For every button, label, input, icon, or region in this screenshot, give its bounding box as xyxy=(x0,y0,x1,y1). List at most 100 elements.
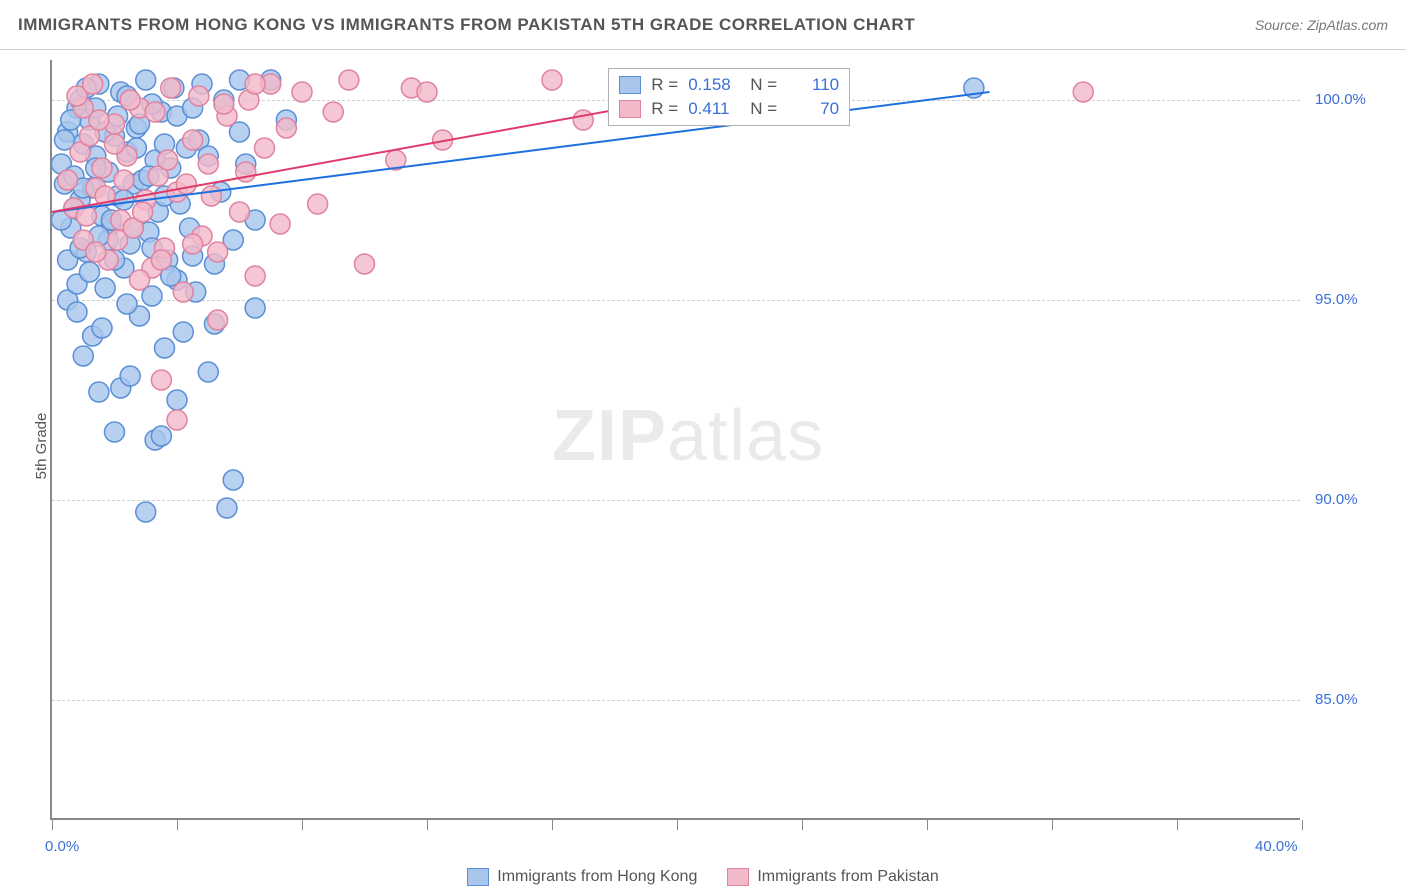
x-tick-mark xyxy=(427,820,428,830)
legend-N-value: 110 xyxy=(787,75,839,95)
scatter-point-hk xyxy=(117,294,137,314)
scatter-point-pk xyxy=(183,130,203,150)
y-tick-label: 100.0% xyxy=(1315,91,1366,108)
scatter-point-pk xyxy=(158,150,178,170)
x-tick-mark xyxy=(177,820,178,830)
legend-swatch-hk xyxy=(619,76,641,94)
x-tick-mark xyxy=(552,820,553,830)
y-axis-label: 5th Grade xyxy=(33,413,50,480)
x-tick-mark xyxy=(302,820,303,830)
scatter-point-hk xyxy=(217,498,237,518)
y-tick-label: 90.0% xyxy=(1315,491,1358,508)
scatter-point-pk xyxy=(339,70,359,90)
scatter-point-hk xyxy=(136,502,156,522)
legend-N-label: N = xyxy=(750,99,777,119)
scatter-point-pk xyxy=(245,74,265,94)
title-bar: IMMIGRANTS FROM HONG KONG VS IMMIGRANTS … xyxy=(0,0,1406,50)
scatter-point-pk xyxy=(173,282,193,302)
scatter-point-hk xyxy=(198,362,218,382)
bottom-legend: Immigrants from Hong Kong Immigrants fro… xyxy=(0,868,1406,886)
legend-row-hk: R = 0.158 N = 110 xyxy=(619,73,839,97)
legend-N-label: N = xyxy=(750,75,777,95)
scatter-point-pk xyxy=(270,214,290,234)
x-tick-mark xyxy=(52,820,53,830)
scatter-point-pk xyxy=(308,194,328,214)
legend-R-label: R = xyxy=(651,99,678,119)
scatter-point-hk xyxy=(80,262,100,282)
scatter-point-pk xyxy=(86,242,106,262)
swatch-pk xyxy=(727,868,749,886)
scatter-point-pk xyxy=(151,250,171,270)
scatter-point-pk xyxy=(208,242,228,262)
scatter-point-pk xyxy=(1073,82,1093,102)
scatter-point-hk xyxy=(136,70,156,90)
scatter-point-pk xyxy=(83,74,103,94)
scatter-point-hk xyxy=(151,426,171,446)
scatter-point-pk xyxy=(108,230,128,250)
legend-label-pk: Immigrants from Pakistan xyxy=(757,868,938,886)
x-tick-mark xyxy=(1052,820,1053,830)
scatter-point-pk xyxy=(417,82,437,102)
scatter-point-pk xyxy=(573,110,593,130)
scatter-point-pk xyxy=(151,370,171,390)
legend-swatch-pk xyxy=(619,100,641,118)
scatter-point-hk xyxy=(120,366,140,386)
scatter-svg xyxy=(52,60,1300,818)
scatter-point-hk xyxy=(67,302,87,322)
scatter-point-pk xyxy=(130,270,150,290)
y-tick-label: 85.0% xyxy=(1315,691,1358,708)
legend-item-hk: Immigrants from Hong Kong xyxy=(467,868,697,886)
scatter-point-pk xyxy=(105,134,125,154)
scatter-point-pk xyxy=(323,102,343,122)
legend-R-label: R = xyxy=(651,75,678,95)
scatter-point-pk xyxy=(58,170,78,190)
scatter-point-pk xyxy=(245,266,265,286)
scatter-point-pk xyxy=(355,254,375,274)
scatter-point-pk xyxy=(255,138,275,158)
scatter-point-hk xyxy=(95,278,115,298)
scatter-point-pk xyxy=(114,170,134,190)
scatter-point-pk xyxy=(542,70,562,90)
legend-row-pk: R = 0.411 N = 70 xyxy=(619,97,839,121)
scatter-point-hk xyxy=(223,470,243,490)
scatter-point-pk xyxy=(276,118,296,138)
swatch-hk xyxy=(467,868,489,886)
x-tick-mark xyxy=(927,820,928,830)
scatter-point-pk xyxy=(292,82,312,102)
scatter-point-hk xyxy=(89,382,109,402)
scatter-point-pk xyxy=(133,202,153,222)
scatter-point-hk xyxy=(245,298,265,318)
x-tick-label: 0.0% xyxy=(45,838,79,855)
scatter-point-pk xyxy=(92,158,112,178)
source-label: Source: ZipAtlas.com xyxy=(1255,17,1388,33)
scatter-point-pk xyxy=(230,202,250,222)
x-tick-label: 40.0% xyxy=(1255,838,1298,855)
legend-R-value: 0.158 xyxy=(688,75,740,95)
legend-item-pk: Immigrants from Pakistan xyxy=(727,868,938,886)
legend-label-hk: Immigrants from Hong Kong xyxy=(497,868,697,886)
chart-title: IMMIGRANTS FROM HONG KONG VS IMMIGRANTS … xyxy=(18,15,915,35)
scatter-point-pk xyxy=(214,94,234,114)
x-tick-mark xyxy=(1302,820,1303,830)
scatter-point-hk xyxy=(167,390,187,410)
scatter-point-pk xyxy=(145,102,165,122)
legend-R-value: 0.411 xyxy=(688,99,740,119)
y-tick-label: 95.0% xyxy=(1315,291,1358,308)
scatter-point-pk xyxy=(161,78,181,98)
scatter-point-pk xyxy=(120,90,140,110)
scatter-point-hk xyxy=(92,318,112,338)
scatter-point-pk xyxy=(189,86,209,106)
scatter-point-hk xyxy=(73,346,93,366)
scatter-point-hk xyxy=(155,338,175,358)
scatter-point-pk xyxy=(183,234,203,254)
x-tick-mark xyxy=(677,820,678,830)
x-tick-mark xyxy=(1177,820,1178,830)
x-tick-mark xyxy=(802,820,803,830)
scatter-point-pk xyxy=(201,186,221,206)
correlation-legend: R = 0.158 N = 110 R = 0.411 N = 70 xyxy=(608,68,850,126)
scatter-point-pk xyxy=(176,174,196,194)
legend-N-value: 70 xyxy=(787,99,839,119)
scatter-point-pk xyxy=(198,154,218,174)
scatter-point-hk xyxy=(173,322,193,342)
scatter-point-pk xyxy=(167,410,187,430)
